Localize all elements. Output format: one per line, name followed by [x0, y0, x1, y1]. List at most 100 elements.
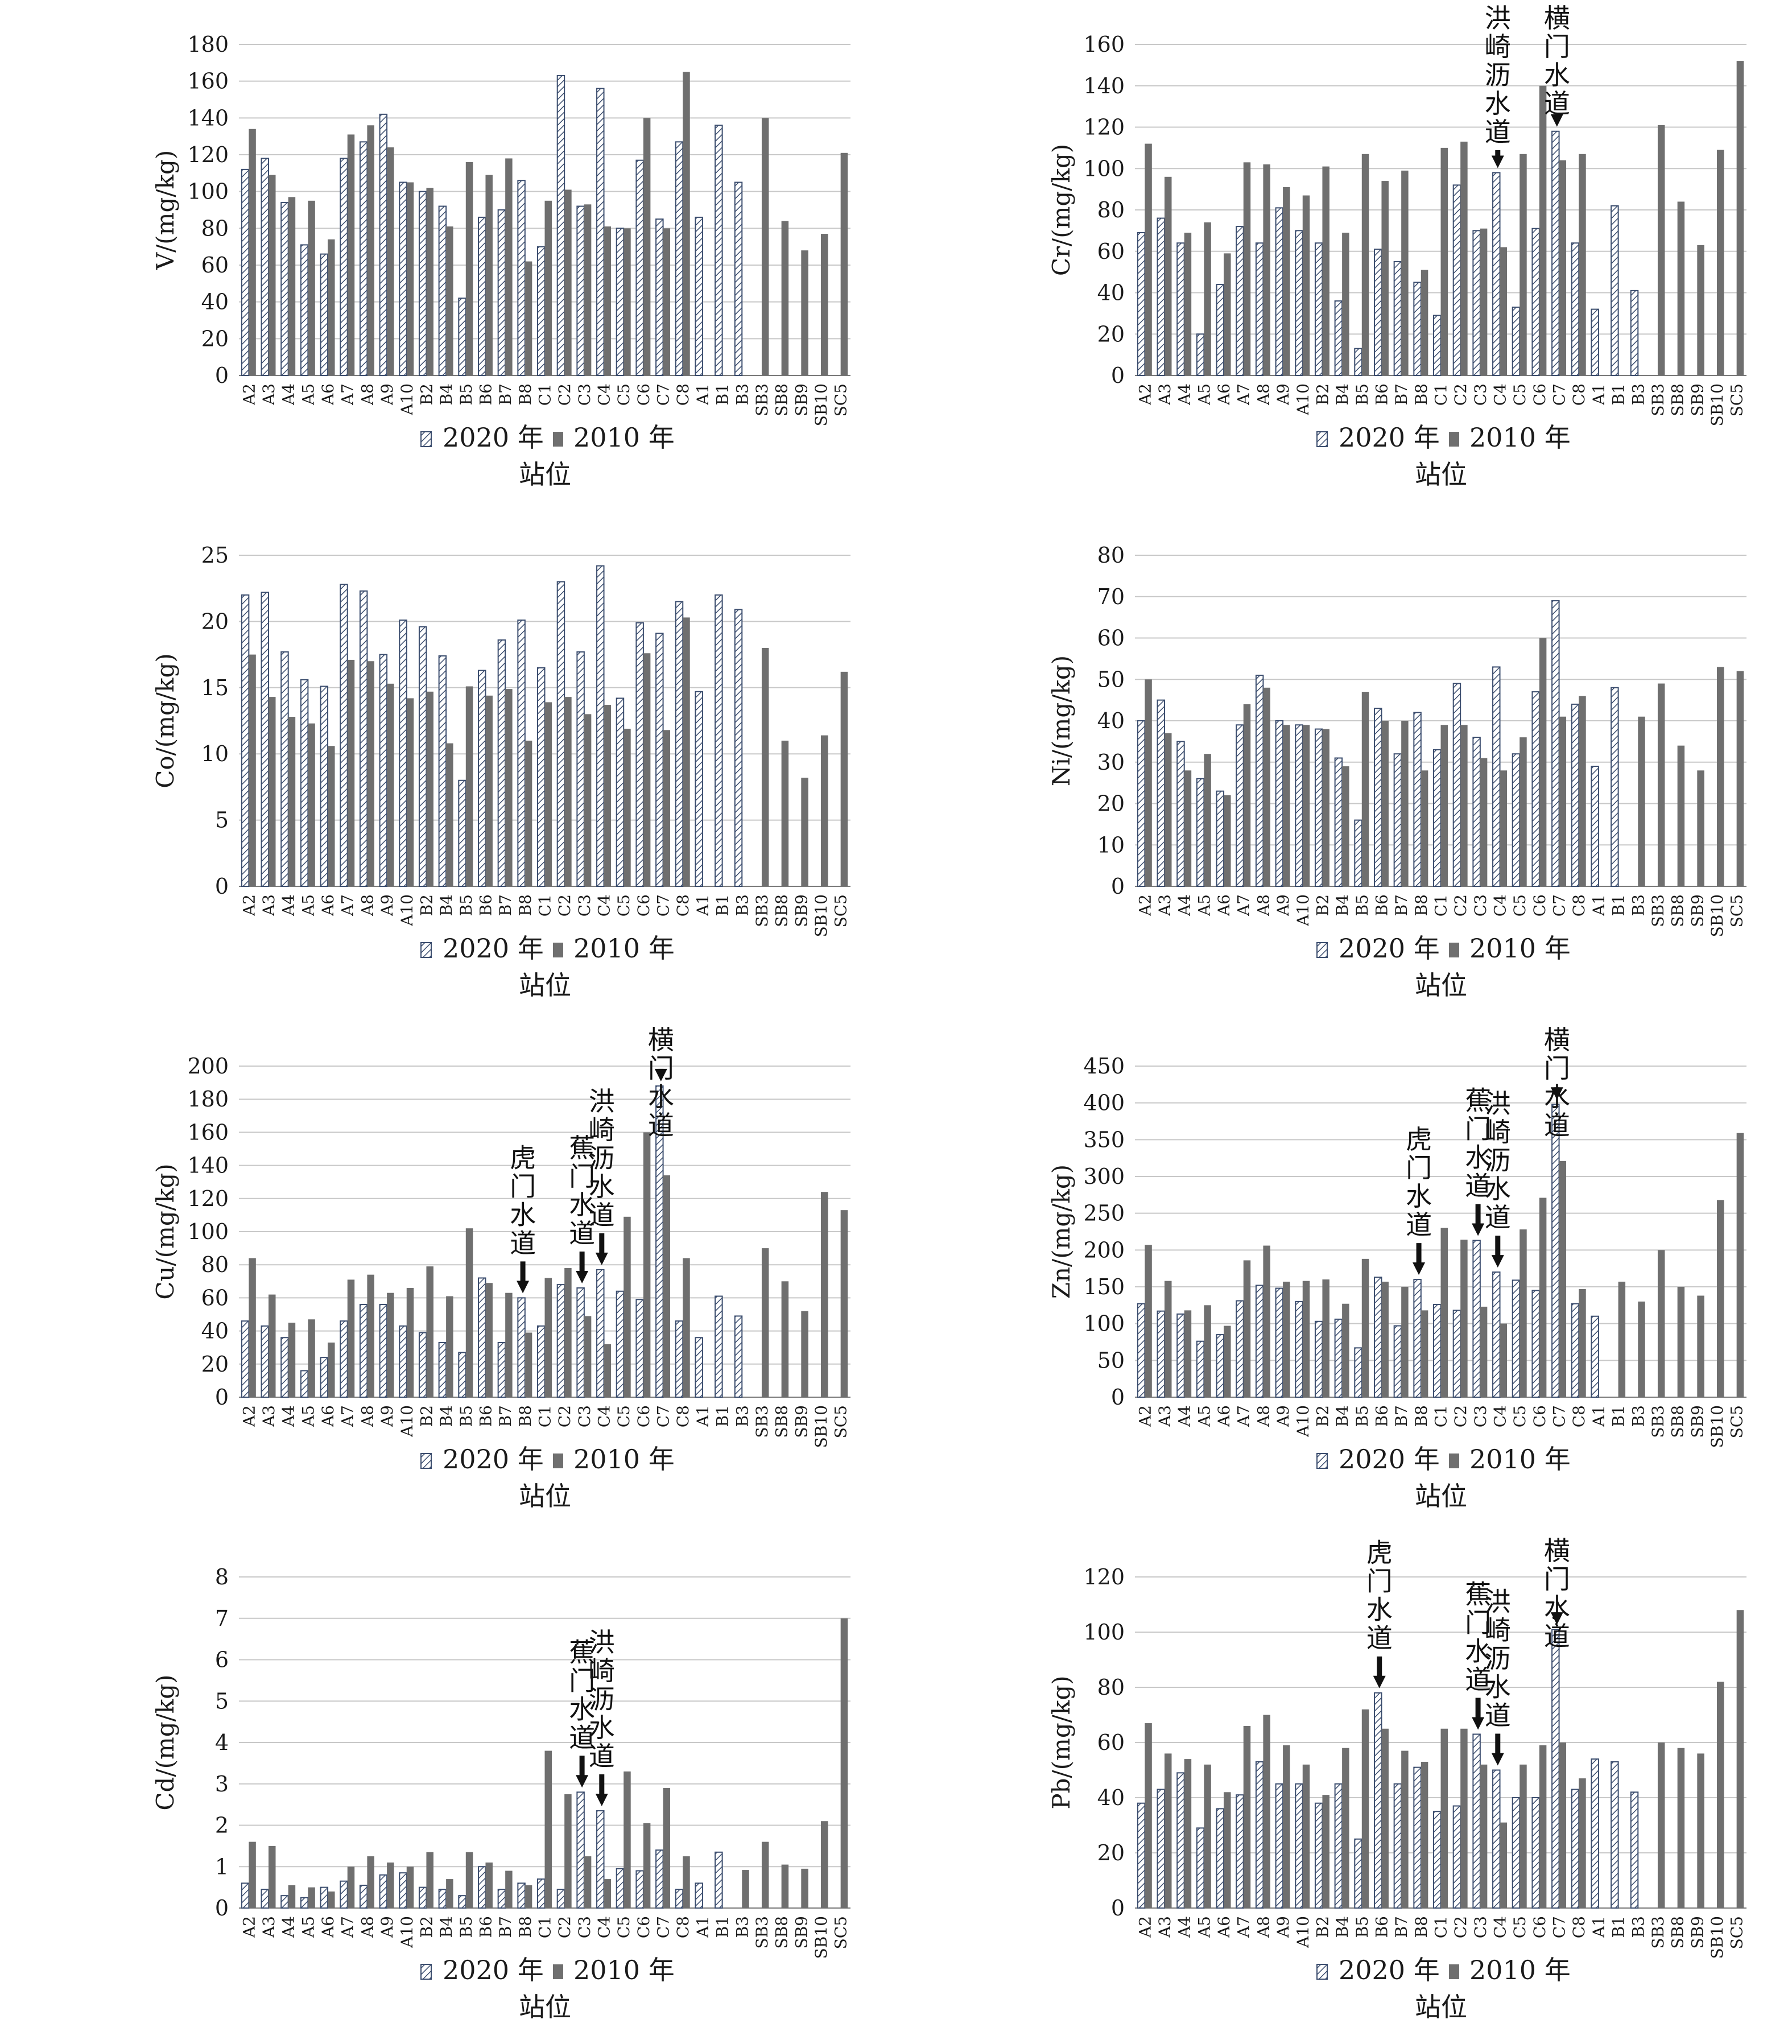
bar-2010-c1: [1440, 147, 1448, 375]
x-tick-b5: B5: [457, 383, 476, 405]
chart-co: 0 5 10 15 20 25 Co/(mg/kg) A2 A3 A4 A5 A6 A7 A8 A9 A10 B…: [0, 511, 896, 1022]
bar-2020-b5: [458, 779, 466, 887]
x-tick-a5: A5: [299, 1405, 317, 1427]
bar-2020-c1: [537, 667, 546, 887]
bar-2010-a6: [328, 746, 335, 886]
bar-2020-c5: [616, 1868, 625, 1909]
x-tick-c5: C5: [614, 894, 633, 916]
bar-2010-sc5: [1736, 1133, 1744, 1397]
bar-2020-c7: [1551, 1104, 1560, 1398]
bar-2010-sb10: [1716, 1200, 1724, 1397]
y-tick-label: 0: [215, 363, 229, 388]
bar-2020-b8: [1413, 712, 1422, 887]
bar-2010-sb3: [1657, 683, 1665, 886]
bar-2010-c7: [1559, 1161, 1567, 1397]
bar-2020-c1: [537, 246, 546, 376]
x-tick-sb3: SB3: [753, 894, 771, 927]
bar-2020-c1: [1433, 1304, 1442, 1398]
annotation-arrow-head: [1413, 1262, 1426, 1275]
x-tick-sb3: SB3: [753, 383, 771, 416]
bar-2020-b4: [1334, 757, 1343, 887]
bar-2020-b4: [438, 1889, 447, 1909]
x-tick-c1: C1: [1432, 894, 1451, 916]
x-tick-c7: C7: [654, 1916, 673, 1938]
x-tick-a10: A10: [398, 1405, 416, 1438]
bar-2020-a2: [1137, 1303, 1146, 1398]
bar-2010-a5: [1204, 1764, 1211, 1908]
bar-2020-c8: [1571, 242, 1580, 377]
bar-2020-b5: [1354, 1347, 1362, 1398]
bar-2010-b2: [1322, 1279, 1329, 1397]
x-tick-c1: C1: [536, 1916, 555, 1938]
x-tick-a2: A2: [1136, 1916, 1154, 1938]
x-tick-a1: A1: [1589, 1405, 1608, 1427]
bar-2010-a9: [387, 1293, 394, 1397]
x-tick-a1: A1: [1589, 1916, 1608, 1938]
bar-2010-b7: [505, 1293, 513, 1397]
bar-2010-sb10: [1716, 667, 1724, 886]
bar-2020-c6: [1531, 1797, 1540, 1909]
annotation-c3: 蕉门水道: [569, 1133, 595, 1283]
x-tick-c6: C6: [634, 383, 653, 406]
y-tick-label: 160: [187, 69, 229, 94]
bar-2020-a9: [1275, 1287, 1284, 1398]
x-tick-c5: C5: [1510, 1916, 1529, 1938]
x-tick-b4: B4: [437, 1405, 456, 1427]
x-tick-c1: C1: [536, 383, 555, 406]
x-tick-b1: B1: [1609, 1405, 1628, 1427]
x-tick-c4: C4: [595, 1916, 614, 1938]
bar-2020-b7: [497, 1341, 506, 1398]
annotation-label: 虎门水道: [510, 1142, 536, 1258]
x-tick-c6: C6: [634, 1916, 653, 1938]
x-axis-title: 站位: [519, 970, 571, 1001]
x-tick-a10: A10: [1294, 1405, 1312, 1438]
legend-label-2010: 2010 年: [573, 1955, 675, 1985]
x-tick-sb9: SB9: [792, 383, 811, 416]
bar-2020-b7: [1393, 1783, 1402, 1909]
x-tick-sb9: SB9: [1688, 1916, 1707, 1949]
y-tick-label: 20: [1097, 1840, 1125, 1865]
x-tick-a9: A9: [378, 894, 397, 916]
x-tick-c1: C1: [536, 1405, 555, 1427]
bar-2020-c5: [1512, 306, 1521, 377]
x-tick-a9: A9: [1274, 383, 1293, 406]
bar-2010-a10: [406, 1867, 414, 1908]
x-tick-a8: A8: [358, 894, 377, 916]
x-tick-a7: A7: [338, 1916, 357, 1938]
y-tick-label: 200: [1083, 1237, 1125, 1262]
x-tick-sb8: SB8: [773, 894, 791, 927]
bar-2020-a6: [1216, 1808, 1225, 1909]
bar-2010-c7: [1559, 160, 1567, 375]
x-tick-c2: C2: [555, 894, 574, 916]
y-tick-label: 100: [1083, 1620, 1125, 1645]
bar-2010-a3: [269, 1294, 276, 1397]
bar-2010-b2: [426, 1266, 433, 1397]
y-tick-label: 40: [1097, 280, 1125, 305]
x-tick-b2: B2: [1313, 383, 1332, 405]
y-tick-label: 120: [187, 1186, 229, 1211]
x-tick-a3: A3: [1155, 1916, 1174, 1938]
x-tick-c4: C4: [595, 383, 614, 406]
x-tick-b2: B2: [417, 1916, 436, 1938]
x-axis-title: 站位: [1415, 970, 1467, 1001]
bar-2010-b8: [1421, 770, 1428, 886]
bar-2010-a2: [249, 654, 256, 886]
bar-2020-a6: [1216, 283, 1225, 377]
x-tick-sb3: SB3: [1649, 383, 1667, 416]
bar-2010-a5: [1204, 754, 1211, 886]
x-tick-a4: A4: [279, 894, 298, 916]
x-tick-sc5: SC5: [1728, 383, 1746, 416]
bar-2010-c8: [683, 1856, 690, 1908]
x-tick-c5: C5: [614, 383, 633, 406]
bar-2010-sb10: [820, 735, 828, 886]
x-tick-b8: B8: [1412, 894, 1431, 916]
chart-cr: 0 20 40 60 80 100 120 140 160 Cr/(mg/kg) A2 A3 A4 A5 A…: [896, 0, 1792, 511]
x-tick-b1: B1: [713, 1916, 732, 1938]
bar-2020-a5: [300, 1897, 309, 1909]
bar-2010-a5: [308, 723, 315, 886]
bar-2010-sc5: [840, 1618, 848, 1908]
bar-2020-c2: [556, 1284, 565, 1398]
bar-2010-a3: [269, 697, 276, 886]
x-tick-c2: C2: [1451, 383, 1470, 406]
